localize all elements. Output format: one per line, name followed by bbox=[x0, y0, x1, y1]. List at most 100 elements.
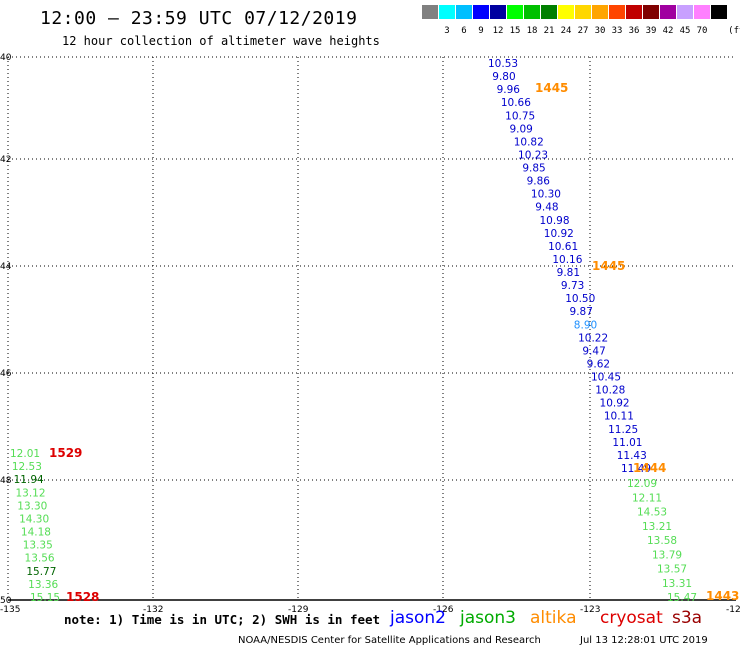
swh-label-east: 10.53 bbox=[488, 58, 518, 70]
swh-label-east: 10.23 bbox=[518, 149, 548, 161]
lat-tick-label: 44 bbox=[0, 262, 12, 272]
scale-unit: (ft) bbox=[728, 26, 740, 36]
scale-label: 18 bbox=[526, 26, 538, 36]
scale-label: 45 bbox=[679, 26, 691, 36]
scale-swatch bbox=[575, 5, 591, 19]
scale-label: 30 bbox=[594, 26, 606, 36]
pass-time-label: 1445 bbox=[535, 81, 568, 95]
swh-label-west: 13.35 bbox=[23, 540, 53, 552]
scale-swatch bbox=[677, 5, 693, 19]
swh-label-east: 10.50 bbox=[565, 293, 595, 305]
scale-swatch bbox=[422, 5, 438, 19]
lon-tick-label: -129 bbox=[288, 605, 309, 615]
scale-label: 9 bbox=[478, 26, 484, 36]
swh-label-east: 10.45 bbox=[591, 372, 621, 384]
swh-label-east-south: 14.53 bbox=[637, 507, 667, 519]
swh-label-east: 10.98 bbox=[539, 215, 569, 227]
lon-tick-label: -132 bbox=[143, 605, 163, 615]
pass-time-label: 1528 bbox=[66, 590, 99, 604]
scale-swatch bbox=[711, 5, 727, 19]
page-title: 12:00 – 23:59 UTC 07/12/2019 bbox=[40, 8, 358, 29]
swh-label-east: 9.48 bbox=[535, 202, 558, 214]
legend-jason3: jason3 bbox=[460, 608, 516, 628]
swh-label-west: 12.01 bbox=[10, 448, 40, 460]
swh-label-east-south: 13.31 bbox=[662, 578, 692, 590]
swh-label-east: 9.86 bbox=[527, 176, 551, 188]
swh-label-east: 10.66 bbox=[501, 97, 531, 109]
swh-label-east-south: 15.47 bbox=[667, 592, 697, 604]
scale-label: 21 bbox=[543, 26, 555, 36]
swh-label-east: 11.01 bbox=[612, 437, 642, 449]
scale-swatch bbox=[558, 5, 574, 19]
swh-label-east-south: 13.58 bbox=[647, 535, 677, 547]
swh-label-east: 8.90 bbox=[574, 319, 597, 331]
scale-swatch bbox=[609, 5, 625, 19]
lon-tick-label: -135 bbox=[0, 605, 20, 615]
swh-label-east-south: 13.57 bbox=[657, 564, 687, 576]
swh-label-west: 12.53 bbox=[12, 461, 42, 473]
swh-label-east: 10.61 bbox=[548, 241, 578, 253]
scale-label: 3 bbox=[444, 26, 450, 36]
swh-label-east: 10.30 bbox=[531, 189, 561, 201]
swh-label-east: 11.43 bbox=[617, 450, 647, 462]
swh-label-east-south: 13.21 bbox=[642, 521, 672, 533]
legend-jason2: jason2 bbox=[390, 608, 446, 628]
lon-tick-label: -126 bbox=[433, 605, 454, 615]
pass-time-label: 1529 bbox=[49, 446, 82, 460]
lat-tick-label: 42 bbox=[0, 155, 11, 165]
swh-label-east: 9.81 bbox=[557, 267, 580, 279]
page-subtitle: 12 hour collection of altimeter wave hei… bbox=[62, 34, 380, 48]
scale-swatch bbox=[541, 5, 557, 19]
lon-tick-label: -120 bbox=[726, 605, 740, 615]
credit-line: NOAA/NESDIS Center for Satellite Applica… bbox=[238, 635, 541, 646]
swh-label-east: 9.96 bbox=[497, 84, 521, 96]
swh-label-east: 9.73 bbox=[561, 280, 584, 292]
swh-label-east: 10.75 bbox=[505, 110, 535, 122]
scale-label: 36 bbox=[628, 26, 640, 36]
scale-swatch bbox=[660, 5, 676, 19]
scale-swatch bbox=[439, 5, 455, 19]
pass-time-label: 1443 bbox=[706, 589, 739, 603]
swh-label-east: 9.09 bbox=[509, 123, 532, 135]
lat-tick-label: 46 bbox=[0, 369, 12, 379]
scale-label: 33 bbox=[611, 26, 623, 36]
swh-label-west: 13.12 bbox=[15, 487, 45, 499]
scale-label: 39 bbox=[645, 26, 657, 36]
swh-label-east: 10.16 bbox=[552, 254, 582, 266]
swh-label-west: 13.30 bbox=[17, 500, 47, 512]
scale-label: 24 bbox=[560, 26, 572, 36]
scale-label: 6 bbox=[461, 26, 467, 36]
swh-label-west: 14.18 bbox=[21, 527, 51, 539]
swh-label-west: 11.94 bbox=[14, 474, 44, 486]
swh-label-east: 10.92 bbox=[600, 398, 630, 410]
scale-swatch bbox=[626, 5, 642, 19]
swh-label-east: 11.25 bbox=[608, 424, 638, 436]
swh-label-east-south: 12.11 bbox=[632, 492, 662, 504]
scale-swatch bbox=[473, 5, 489, 19]
generation-timestamp: Jul 13 12:28:01 UTC 2019 bbox=[580, 635, 708, 646]
lat-tick-label: 40 bbox=[0, 53, 12, 63]
swh-label-east-south: 12.09 bbox=[627, 478, 657, 490]
lat-tick-label: 48 bbox=[0, 476, 12, 486]
swh-label-west: 13.36 bbox=[28, 579, 58, 591]
legend-cryosat: cryosat bbox=[600, 608, 663, 628]
swh-label-east: 9.80 bbox=[492, 71, 515, 83]
scale-swatch bbox=[643, 5, 659, 19]
swh-label-west: 14.30 bbox=[19, 513, 49, 525]
swh-label-west: 13.56 bbox=[25, 553, 55, 565]
units-note: note: 1) Time is in UTC; 2) SWH is in fe… bbox=[64, 612, 381, 627]
legend-altika: altika bbox=[530, 608, 577, 628]
swh-label-east: 10.28 bbox=[595, 385, 625, 397]
swh-label-east: 10.11 bbox=[604, 411, 634, 423]
scale-swatch bbox=[592, 5, 608, 19]
swh-label-east: 11.49 bbox=[621, 463, 651, 475]
swh-label-east: 9.62 bbox=[587, 358, 610, 370]
swh-label-east: 9.87 bbox=[570, 306, 593, 318]
swh-label-east: 10.82 bbox=[514, 136, 544, 148]
swh-label-east: 9.85 bbox=[522, 163, 545, 175]
scale-swatch bbox=[507, 5, 523, 19]
scale-swatch bbox=[524, 5, 540, 19]
swh-label-west: 15.15 bbox=[30, 592, 60, 604]
scale-label: 12 bbox=[492, 26, 504, 36]
